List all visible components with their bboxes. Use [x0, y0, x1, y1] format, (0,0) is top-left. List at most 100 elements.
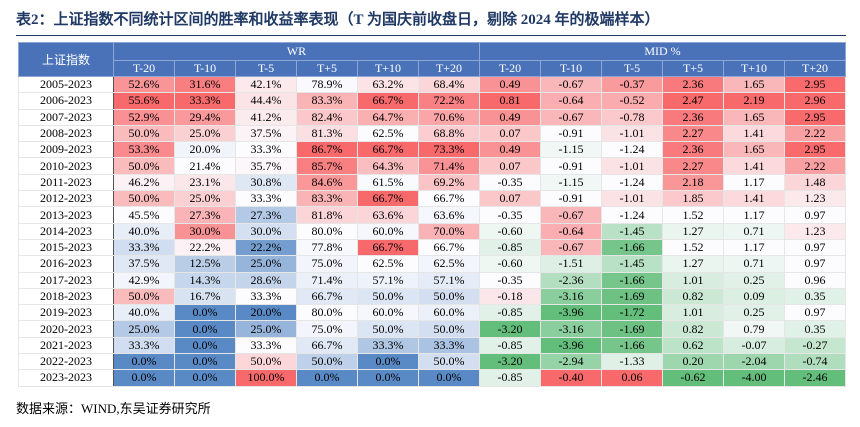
value-cell: 31.6% — [174, 75, 236, 94]
value-cell: 81.3% — [296, 124, 358, 143]
value-cell: 77.8% — [296, 238, 358, 257]
value-cell: -0.07 — [723, 336, 785, 355]
value-cell: 29.4% — [174, 108, 236, 126]
value-cell: 1.01 — [662, 304, 724, 322]
value-cell: 0.81 — [479, 92, 541, 110]
value-cell: -0.35 — [479, 206, 541, 224]
value-cell: 71.4% — [418, 157, 480, 175]
value-cell: 42.9% — [113, 271, 175, 289]
value-cell: 2.47 — [662, 92, 724, 110]
value-cell: 62.5% — [418, 255, 480, 273]
value-cell: 60.0% — [418, 304, 480, 322]
value-cell: 25.0% — [235, 255, 297, 273]
row-label: 2021-2023 — [18, 336, 114, 355]
value-cell: 83.3% — [296, 92, 358, 110]
value-cell: 1.65 — [723, 108, 785, 126]
value-cell: -0.85 — [479, 336, 541, 355]
value-cell: 52.9% — [113, 108, 175, 126]
value-cell: 2.22 — [783, 157, 847, 175]
value-cell: 2.19 — [723, 92, 785, 110]
value-cell: 42.1% — [235, 75, 297, 94]
value-cell: -0.35 — [479, 173, 541, 192]
value-cell: -3.16 — [540, 287, 602, 306]
value-cell: 40.0% — [113, 304, 175, 322]
value-cell: 33.3% — [235, 287, 297, 306]
value-cell: 1.17 — [723, 173, 785, 192]
value-cell: 63.6% — [357, 206, 419, 224]
table-row: 2010-2023 50.0% 21.4% 35.7% 85.7% 64.3% 71.4% 0… — [18, 157, 847, 175]
table-row: 2014-2023 40.0% 30.0% 30.0% 80.0% 60.0% 70.0% -… — [18, 222, 847, 240]
value-cell: 1.65 — [723, 75, 785, 94]
value-cell: 82.4% — [296, 108, 358, 126]
value-cell: -1.01 — [601, 157, 663, 175]
row-label: 2018-2023 — [18, 287, 114, 306]
column-header: T+10 — [357, 60, 419, 77]
value-cell: 41.2% — [235, 108, 297, 126]
value-cell: -1.01 — [601, 190, 663, 208]
value-cell: 22.2% — [174, 238, 236, 257]
value-cell: -0.35 — [479, 271, 541, 289]
value-cell: -2.04 — [723, 353, 785, 371]
value-cell: 1.23 — [783, 222, 847, 240]
column-header: T-10 — [174, 60, 236, 77]
group-header: MID % — [478, 42, 847, 61]
table-row: 2008-2023 50.0% 25.0% 37.5% 81.3% 62.5% 68.8% 0… — [18, 124, 847, 143]
value-cell: 2.22 — [783, 124, 847, 143]
column-header: T+20 — [783, 60, 847, 77]
value-cell: 2.95 — [783, 75, 847, 94]
value-cell: 33.3% — [418, 336, 480, 355]
value-cell: -1.24 — [601, 141, 663, 159]
value-cell: 25.0% — [174, 190, 236, 208]
value-cell: -1.69 — [601, 287, 663, 306]
value-cell: 0.07 — [479, 124, 541, 143]
value-cell: 70.0% — [418, 222, 480, 240]
column-header: T+10 — [723, 60, 785, 77]
value-cell: 0.97 — [783, 206, 847, 224]
title-rule — [16, 35, 846, 36]
value-cell: -2.94 — [540, 353, 602, 371]
value-cell: 0.82 — [662, 320, 724, 338]
value-cell: -0.78 — [601, 108, 663, 126]
value-cell: 0.0% — [113, 369, 175, 387]
value-cell: 0.20 — [662, 353, 724, 371]
value-cell: -0.27 — [783, 336, 847, 355]
value-cell: 85.7% — [296, 157, 358, 175]
value-cell: 1.17 — [723, 206, 785, 224]
value-cell: 1.17 — [723, 238, 785, 257]
value-cell: 16.7% — [174, 287, 236, 306]
value-cell: -0.37 — [601, 75, 663, 94]
value-cell: 1.41 — [723, 124, 785, 143]
value-cell: -1.24 — [601, 173, 663, 192]
value-cell: 68.4% — [418, 75, 480, 94]
value-cell: 2.36 — [662, 108, 724, 126]
value-cell: -0.67 — [540, 108, 602, 126]
table-row: 2009-2023 53.3% 20.0% 33.3% 86.7% 66.7% 73.3% 0… — [18, 141, 847, 159]
value-cell: 69.2% — [418, 173, 480, 192]
value-cell: 66.7% — [296, 336, 358, 355]
value-cell: 25.0% — [174, 124, 236, 143]
value-cell: -1.66 — [601, 238, 663, 257]
value-cell: 66.7% — [357, 190, 419, 208]
table-row: 2012-2023 50.0% 25.0% 33.3% 83.3% 66.7% 66.7% 0… — [18, 190, 847, 208]
table: 上证指数 WR MID % T-20 T-10 T-5 T+5 T+10 T+20 T-20… — [18, 42, 847, 387]
value-cell: -1.01 — [601, 124, 663, 143]
table-row: 2022-2023 0.0% 0.0% 50.0% 50.0% 0.0% 50.0% -3.2… — [18, 353, 847, 371]
value-cell: 2.18 — [662, 173, 724, 192]
value-cell: -1.51 — [540, 255, 602, 273]
value-cell: 84.6% — [296, 173, 358, 192]
value-cell: 50.0% — [296, 353, 358, 371]
column-header: T+5 — [662, 60, 724, 77]
value-cell: 1.48 — [783, 173, 847, 192]
value-cell: 0.79 — [723, 320, 785, 338]
value-cell: 0.62 — [662, 336, 724, 355]
value-cell: -2.46 — [783, 369, 847, 387]
value-cell: -0.52 — [601, 92, 663, 110]
value-cell: -0.91 — [540, 157, 602, 175]
value-cell: 37.5% — [113, 255, 175, 273]
value-cell: 66.7% — [357, 141, 419, 159]
value-cell: 20.0% — [174, 141, 236, 159]
value-cell: 27.3% — [235, 206, 297, 224]
value-cell: 50.0% — [418, 320, 480, 338]
value-cell: 33.3% — [113, 238, 175, 257]
